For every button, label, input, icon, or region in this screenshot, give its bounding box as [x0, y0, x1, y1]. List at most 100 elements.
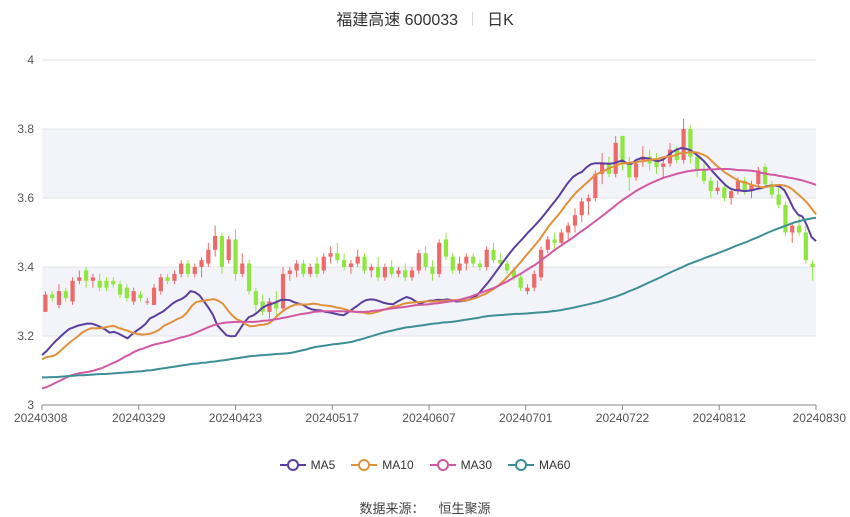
legend-swatch [508, 458, 535, 472]
candle-body [389, 267, 394, 274]
candle [457, 256, 462, 274]
candle [532, 270, 537, 292]
candle [552, 232, 557, 250]
candle-body [111, 280, 116, 285]
candle-body [769, 184, 774, 195]
candle [213, 225, 218, 257]
candle [471, 253, 476, 267]
candle-body [559, 232, 564, 243]
candle-body [457, 263, 462, 271]
candle-body [321, 256, 326, 271]
candle-body [314, 263, 320, 274]
candle [301, 260, 306, 278]
legend-item-ma5[interactable]: MA5 [279, 458, 336, 472]
candle-body [56, 291, 62, 305]
candle-body [437, 242, 442, 274]
candle [131, 287, 136, 305]
candle [287, 267, 292, 281]
candle [145, 298, 150, 305]
legend-item-ma30[interactable]: MA30 [429, 458, 492, 472]
candle [810, 260, 815, 281]
candle [538, 246, 544, 281]
candle [138, 291, 143, 302]
candle-body [613, 142, 618, 174]
candle [525, 284, 530, 295]
candle-body [280, 273, 286, 309]
candle-body [681, 129, 686, 161]
candle-body [756, 170, 761, 185]
candle-body [701, 170, 707, 181]
candle [63, 287, 68, 302]
candle [84, 267, 89, 288]
candle-body [206, 249, 211, 264]
candle-body [396, 270, 401, 274]
candle-body [729, 191, 734, 198]
chart-title: 福建高速 600033 日K [0, 6, 850, 30]
legend-item-ma60[interactable]: MA60 [508, 458, 570, 472]
x-tick-label: 20240701 [499, 411, 553, 425]
candle [783, 201, 788, 236]
source-value: 恒生聚源 [438, 501, 491, 516]
candle-body [491, 249, 496, 261]
legend-swatch [279, 458, 306, 472]
candle-body [552, 239, 557, 243]
candle [695, 153, 700, 178]
candle-body [661, 163, 666, 167]
candle [280, 267, 286, 312]
candle [803, 225, 808, 264]
candle [342, 253, 347, 271]
candle-body [213, 235, 218, 250]
candle-body [498, 260, 503, 264]
candle [124, 284, 129, 302]
candle-body [403, 270, 408, 278]
candle-body [117, 284, 123, 295]
candle-body [158, 277, 163, 292]
legend-label: MA5 [310, 458, 336, 472]
candle [97, 273, 102, 292]
candle-body [382, 267, 387, 278]
candle [756, 166, 761, 188]
y-tick-label: 3.4 [17, 260, 34, 274]
candle [70, 277, 75, 305]
candle [681, 118, 686, 164]
candle-body [90, 277, 96, 281]
candle [219, 232, 225, 274]
candle [355, 249, 360, 267]
candle [484, 246, 489, 271]
candle-body [532, 273, 537, 288]
candle [226, 235, 231, 264]
candle [396, 267, 401, 278]
candle-body [362, 256, 367, 271]
legend-item-ma10[interactable]: MA10 [351, 458, 414, 472]
candle-body [464, 256, 469, 264]
candle-body [253, 291, 258, 305]
title-divider [472, 12, 474, 26]
candle [172, 270, 177, 285]
candle [796, 215, 802, 236]
y-tick-label: 3.2 [17, 329, 34, 343]
candle [111, 277, 116, 288]
candle-body [450, 256, 455, 271]
candle [117, 280, 123, 299]
candle-body [790, 225, 795, 233]
candle [240, 253, 245, 278]
candle-body [742, 180, 747, 192]
candle [192, 263, 197, 278]
candle [348, 260, 354, 274]
legend-swatch [351, 458, 378, 472]
candle [335, 242, 340, 264]
candle-body [219, 235, 225, 267]
candle-body [226, 239, 231, 261]
candle [559, 229, 564, 247]
candle-body [484, 249, 489, 267]
candle-body [430, 267, 435, 274]
candle-body [70, 280, 75, 302]
candle-body [593, 173, 598, 198]
candle [369, 263, 374, 278]
candle [579, 198, 584, 223]
candle-body [124, 287, 129, 299]
candle-body [50, 294, 55, 299]
candle [246, 260, 252, 295]
candle [437, 239, 442, 278]
candle-body [104, 280, 109, 288]
